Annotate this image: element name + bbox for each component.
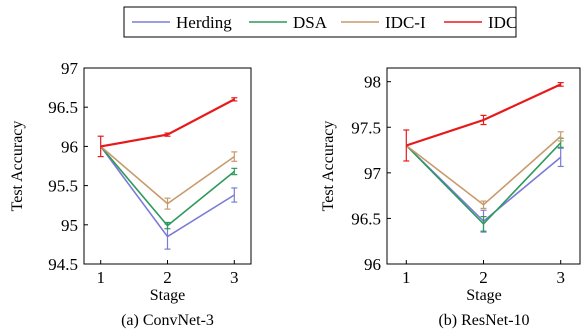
error-bar-idc bbox=[97, 135, 104, 158]
error-bar-idc-i bbox=[231, 151, 238, 162]
y-tick-label: 94.5 bbox=[48, 255, 78, 274]
x-tick-label: 3 bbox=[556, 268, 565, 287]
y-tick-label: 96.5 bbox=[48, 98, 78, 117]
error-bar-idc bbox=[231, 97, 238, 102]
error-bar-idc-i bbox=[164, 197, 171, 210]
chart-panel-convnet3: 94.5 95 95.5 96 96.5 97 1 2 3 Stage Test Accura… bbox=[9, 59, 252, 329]
y-axis-ticks: 94.5 95 95.5 96 96.5 97 bbox=[48, 59, 88, 274]
x-axis-ticks: 1 2 3 bbox=[402, 260, 565, 287]
x-tick-label: 3 bbox=[230, 268, 239, 287]
chart-panel-resnet10: 96 96.5 97 97.5 98 1 2 3 Stage Test Accuracy (… bbox=[320, 67, 581, 329]
y-tick-label: 96 bbox=[364, 255, 381, 274]
y-tick-label: 95 bbox=[61, 216, 78, 235]
y-tick-label: 97 bbox=[61, 59, 79, 78]
y-axis-label: Test Accuracy bbox=[320, 121, 337, 212]
error-bar-idc bbox=[164, 132, 171, 137]
series-line-idc-i bbox=[405, 135, 562, 206]
legend-label-herding: Herding bbox=[176, 13, 232, 32]
error-bar-dsa bbox=[231, 167, 238, 176]
x-tick-label: 1 bbox=[96, 268, 105, 287]
error-bar-herding bbox=[557, 147, 564, 168]
x-tick-label: 1 bbox=[402, 268, 411, 287]
y-tick-label: 97 bbox=[364, 164, 382, 183]
legend-label-idc: IDC bbox=[488, 13, 517, 32]
x-tick-label: 2 bbox=[479, 268, 488, 287]
error-bar-herding bbox=[231, 187, 238, 203]
series-layer bbox=[97, 97, 238, 250]
x-axis-label: Stage bbox=[466, 287, 502, 304]
error-bar-idc bbox=[403, 129, 410, 162]
panel-caption: (b) ResNet-10 bbox=[438, 312, 529, 329]
series-line-idc-i bbox=[100, 145, 235, 205]
legend-label-dsa: DSA bbox=[293, 13, 328, 32]
x-tick-label: 2 bbox=[163, 268, 172, 287]
y-tick-label: 96.5 bbox=[351, 209, 381, 228]
series-line-idc bbox=[100, 98, 235, 148]
error-bar-idc-i bbox=[557, 131, 564, 142]
error-bar-idc bbox=[480, 114, 487, 126]
y-axis-label: Test Accuracy bbox=[9, 121, 26, 212]
x-axis-ticks: 1 2 3 bbox=[96, 260, 239, 287]
error-bar-dsa bbox=[164, 221, 171, 230]
y-tick-label: 97.5 bbox=[351, 118, 381, 137]
error-bar-dsa bbox=[480, 215, 487, 232]
panel-caption: (a) ConvNet-3 bbox=[121, 312, 214, 329]
y-axis-ticks: 96 96.5 97 97.5 98 bbox=[351, 73, 391, 274]
x-axis-label: Stage bbox=[150, 287, 186, 304]
y-tick-label: 95.5 bbox=[48, 177, 78, 196]
error-bar-idc-i bbox=[480, 200, 487, 209]
y-tick-label: 96 bbox=[61, 137, 78, 156]
series-line-dsa bbox=[100, 145, 235, 227]
legend: Herding DSA IDC-I IDC bbox=[123, 6, 517, 38]
legend-label-idc-i: IDC-I bbox=[385, 13, 426, 32]
y-tick-label: 98 bbox=[364, 73, 381, 92]
error-bar-idc bbox=[557, 81, 564, 87]
series-layer bbox=[403, 81, 564, 233]
